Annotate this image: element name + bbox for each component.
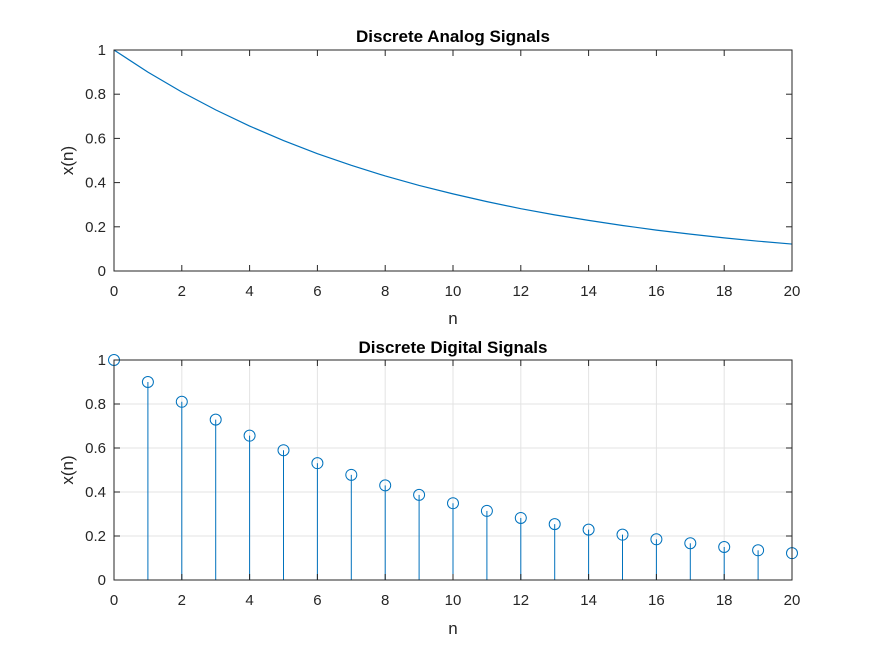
x-tick-label: 14 bbox=[580, 283, 597, 300]
analog-signal-axes: 0 2 4 6 8 10 12 14 16 18 20 0 0.2 0.4 0.6 0.8 1 Discrete… bbox=[58, 27, 800, 328]
y-tick-label: 0.4 bbox=[85, 484, 106, 501]
y-tick-label: 1 bbox=[98, 42, 106, 59]
y-tick-label: 0.8 bbox=[85, 396, 106, 413]
digital-stem-marker bbox=[277, 444, 290, 457]
x-tick-label: 2 bbox=[178, 283, 186, 300]
digital-stem-marker bbox=[175, 395, 188, 408]
digital-stem-marker bbox=[480, 504, 493, 517]
analog-x-axis-label: n bbox=[448, 309, 457, 328]
x-tick-label: 4 bbox=[245, 283, 253, 300]
x-tick-label: 18 bbox=[716, 592, 733, 609]
x-tick-label: 16 bbox=[648, 592, 665, 609]
y-tick-label: 1 bbox=[98, 352, 106, 369]
analog-signal-line bbox=[113, 49, 793, 245]
y-tick-label: 0.6 bbox=[85, 130, 106, 147]
digital-stem-marker bbox=[752, 544, 765, 557]
x-tick-label: 12 bbox=[512, 592, 529, 609]
digital-stem-marker bbox=[243, 429, 256, 442]
digital-stem-marker bbox=[684, 537, 697, 550]
digital-stem-marker bbox=[311, 457, 324, 470]
y-tick-label: 0.2 bbox=[85, 219, 106, 236]
digital-stem-marker bbox=[379, 479, 392, 492]
x-tick-label: 6 bbox=[313, 283, 321, 300]
digital-x-axis-label: n bbox=[448, 619, 457, 638]
x-tick-label: 16 bbox=[648, 283, 665, 300]
x-tick-label: 18 bbox=[716, 283, 733, 300]
x-tick-label: 0 bbox=[110, 283, 118, 300]
y-tick-label: 0.8 bbox=[85, 86, 106, 103]
y-tick-label: 0.6 bbox=[85, 440, 106, 457]
x-tick-label: 6 bbox=[313, 592, 321, 609]
digital-stem-marker bbox=[141, 376, 154, 388]
x-tick-label: 8 bbox=[381, 592, 389, 609]
analog-ticks: 0 2 4 6 8 10 12 14 16 18 20 0 0.2 0.4 0.6 0.8 1 bbox=[85, 42, 800, 300]
x-tick-label: 14 bbox=[580, 592, 597, 609]
digital-signal-axes: 0 2 4 6 8 10 12 14 16 18 20 0 0.2 0.4 0.6 0.8 1 Discrete… bbox=[58, 338, 800, 638]
y-tick-label: 0 bbox=[98, 572, 106, 589]
y-tick-label: 0.4 bbox=[85, 175, 106, 192]
digital-stem-marker bbox=[548, 518, 561, 531]
x-tick-label: 8 bbox=[381, 283, 389, 300]
x-tick-label: 0 bbox=[110, 592, 118, 609]
x-tick-label: 2 bbox=[178, 592, 186, 609]
digital-stem-marker bbox=[514, 511, 527, 524]
digital-stem-marker bbox=[345, 468, 358, 481]
digital-ticks: 0 2 4 6 8 10 12 14 16 18 20 0 0.2 0.4 0.6 0.8 1 bbox=[85, 352, 800, 609]
analog-marks bbox=[113, 49, 793, 245]
y-tick-label: 0 bbox=[98, 263, 106, 280]
digital-stem-marker bbox=[616, 528, 629, 541]
analog-y-axis-label: x(n) bbox=[58, 146, 77, 175]
x-tick-label: 20 bbox=[784, 592, 801, 609]
digital-stem-marker bbox=[209, 413, 222, 426]
x-tick-label: 10 bbox=[445, 283, 462, 300]
x-tick-label: 12 bbox=[512, 283, 529, 300]
digital-title: Discrete Digital Signals bbox=[359, 338, 548, 357]
digital-stem-marker bbox=[447, 497, 459, 510]
digital-stem-marker bbox=[582, 523, 595, 536]
analog-title: Discrete Analog Signals bbox=[356, 27, 550, 46]
y-tick-label: 0.2 bbox=[85, 528, 106, 545]
analog-plot-area bbox=[114, 50, 792, 271]
digital-stem-marker bbox=[718, 541, 731, 553]
digital-stem-marker bbox=[650, 533, 663, 546]
x-tick-label: 10 bbox=[445, 592, 462, 609]
digital-stem-marker bbox=[413, 488, 426, 501]
x-tick-label: 20 bbox=[784, 283, 801, 300]
digital-y-axis-label: x(n) bbox=[58, 455, 77, 484]
x-tick-label: 4 bbox=[245, 592, 253, 609]
